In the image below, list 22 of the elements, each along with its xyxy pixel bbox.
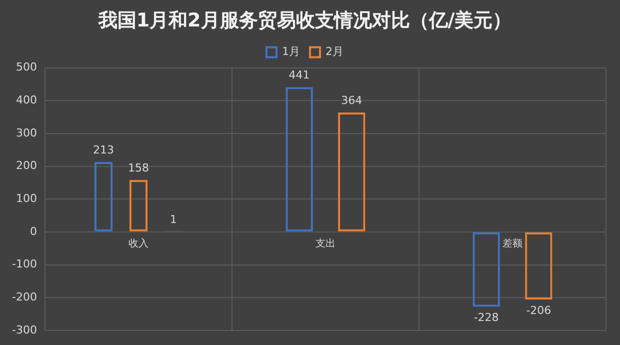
data-label: -206 <box>526 304 552 317</box>
data-label: 441 <box>288 68 310 82</box>
data-label: 213 <box>93 143 114 156</box>
data-label: 364 <box>341 94 362 107</box>
data-label: 1 <box>170 212 177 226</box>
x-tick-label: 支出 <box>315 238 336 250</box>
y-tick-label: -100 <box>12 258 37 271</box>
chart-title: 我国1月和2月服务贸易收支情况对比（亿/美元） <box>97 9 512 32</box>
y-tick-label: 100 <box>16 192 37 205</box>
y-tick-label: 200 <box>16 159 37 172</box>
legend-label: 2月 <box>326 45 344 58</box>
x-tick-label: 收入 <box>128 238 148 250</box>
data-label: 158 <box>128 161 149 174</box>
y-tick-label: 0 <box>30 224 37 238</box>
y-tick-label: 500 <box>16 60 37 74</box>
legend-label: 1月 <box>282 45 300 58</box>
y-tick-label: 400 <box>16 93 37 106</box>
x-tick-label: 差额 <box>502 238 522 250</box>
y-tick-label: -200 <box>12 290 37 304</box>
y-tick-label: 300 <box>16 126 37 140</box>
data-label: -228 <box>474 311 499 324</box>
y-tick-label: -300 <box>12 323 37 336</box>
